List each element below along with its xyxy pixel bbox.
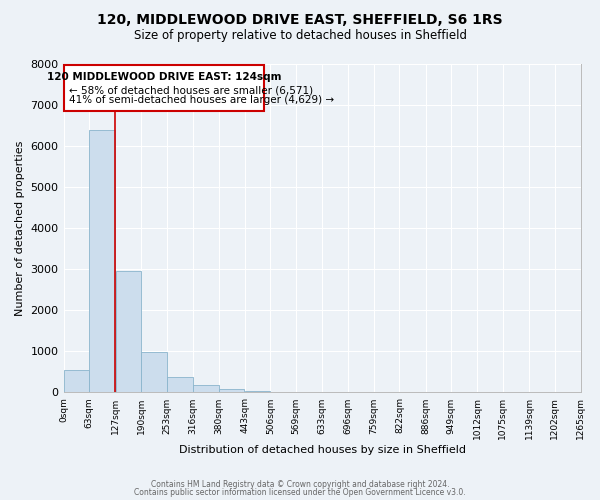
Bar <box>141 352 167 393</box>
Text: Size of property relative to detached houses in Sheffield: Size of property relative to detached ho… <box>133 29 467 42</box>
Bar <box>193 386 219 392</box>
Bar <box>64 370 89 392</box>
Bar <box>64 65 264 111</box>
Bar <box>116 272 141 392</box>
Bar <box>219 389 244 392</box>
Text: Contains public sector information licensed under the Open Government Licence v3: Contains public sector information licen… <box>134 488 466 497</box>
X-axis label: Distribution of detached houses by size in Sheffield: Distribution of detached houses by size … <box>179 445 466 455</box>
Text: ← 58% of detached houses are smaller (6,571): ← 58% of detached houses are smaller (6,… <box>69 86 313 96</box>
Text: 120, MIDDLEWOOD DRIVE EAST, SHEFFIELD, S6 1RS: 120, MIDDLEWOOD DRIVE EAST, SHEFFIELD, S… <box>97 12 503 26</box>
Text: 120 MIDDLEWOOD DRIVE EAST: 124sqm: 120 MIDDLEWOOD DRIVE EAST: 124sqm <box>47 72 281 82</box>
Bar <box>245 390 270 392</box>
Bar <box>89 130 115 392</box>
Text: Contains HM Land Registry data © Crown copyright and database right 2024.: Contains HM Land Registry data © Crown c… <box>151 480 449 489</box>
Text: 41% of semi-detached houses are larger (4,629) →: 41% of semi-detached houses are larger (… <box>69 95 334 105</box>
Bar <box>167 377 193 392</box>
Y-axis label: Number of detached properties: Number of detached properties <box>15 140 25 316</box>
